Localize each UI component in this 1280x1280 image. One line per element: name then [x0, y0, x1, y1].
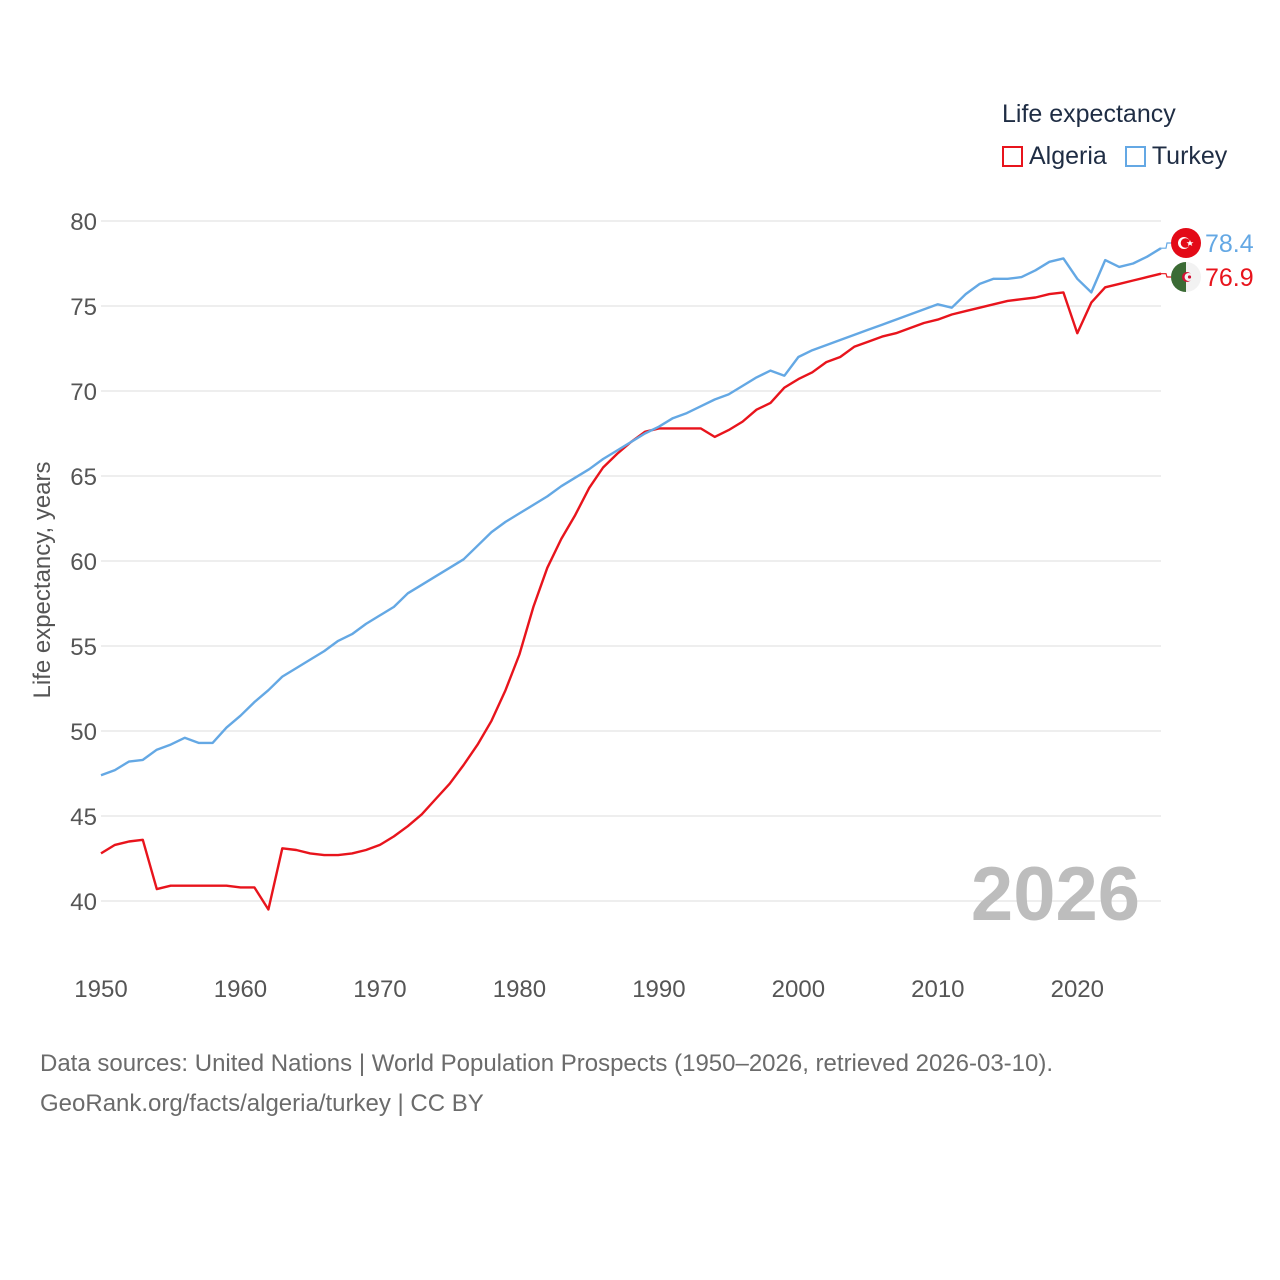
series-lines [100, 247, 1162, 911]
legend-label-turkey: Turkey [1151, 142, 1228, 170]
line-chart: 40 45 50 55 60 65 70 75 80 1950 1960 1970 1980 1990 2… [29, 209, 1254, 1003]
gridlines [101, 220, 1161, 902]
legend-label-algeria: Algeria [1029, 142, 1107, 170]
y-tick-label-60: 60 [70, 549, 97, 576]
legend: Algeria Turkey [1002, 142, 1245, 171]
y-tick-label-70: 70 [70, 379, 97, 406]
end-label-algeria: 76.9 [1205, 264, 1254, 292]
algeria-flag-icon [1171, 262, 1201, 292]
attribution-link[interactable]: GeoRank.org/facts/algeria/turkey | CC BY [40, 1090, 484, 1117]
y-axis-ticks: 40 45 50 55 60 65 70 75 80 [70, 209, 97, 916]
y-tick-label-40: 40 [70, 889, 97, 916]
y-axis-label: Life expectancy, years [29, 461, 56, 698]
legend-item-algeria[interactable]: Algeria [1002, 142, 1107, 171]
y-tick-label-45: 45 [70, 804, 97, 831]
y-tick-label-80: 80 [70, 209, 97, 236]
end-label-turkey: 78.4 [1205, 230, 1254, 258]
legend-swatch-turkey [1124, 146, 1146, 167]
x-tick-label-1970: 1970 [353, 976, 406, 1003]
x-axis-ticks: 1950 1960 1970 1980 1990 2000 2010 2020 [74, 976, 1104, 1003]
x-tick-label-1980: 1980 [493, 976, 546, 1003]
x-tick-label-2020: 2020 [1051, 976, 1104, 1003]
y-tick-label-55: 55 [70, 634, 97, 661]
series-line-turkey[interactable] [100, 247, 1162, 777]
data-source-note: Data sources: United Nations | World Pop… [40, 1050, 1054, 1077]
end-connector-algeria [1161, 273, 1171, 278]
current-year-label: 2026 [971, 852, 1140, 937]
x-tick-label-1960: 1960 [214, 976, 267, 1003]
legend-title: Life expectancy [1002, 100, 1176, 128]
footer: Data sources: United Nations | World Pop… [40, 1044, 1053, 1124]
x-tick-label-1950: 1950 [74, 976, 127, 1003]
x-tick-label-1990: 1990 [632, 976, 685, 1003]
y-tick-label-75: 75 [70, 294, 97, 321]
end-connector-turkey [1161, 242, 1171, 249]
x-tick-label-2010: 2010 [911, 976, 964, 1003]
y-tick-label-50: 50 [70, 719, 97, 746]
x-tick-label-2000: 2000 [772, 976, 825, 1003]
y-tick-label-65: 65 [70, 464, 97, 491]
turkey-flag-icon [1171, 228, 1201, 258]
series-line-algeria[interactable] [100, 272, 1162, 911]
end-labels: 76.9 78.4 [1161, 228, 1254, 292]
legend-swatch-algeria [1002, 146, 1023, 167]
legend-item-turkey[interactable]: Turkey [1124, 142, 1228, 171]
